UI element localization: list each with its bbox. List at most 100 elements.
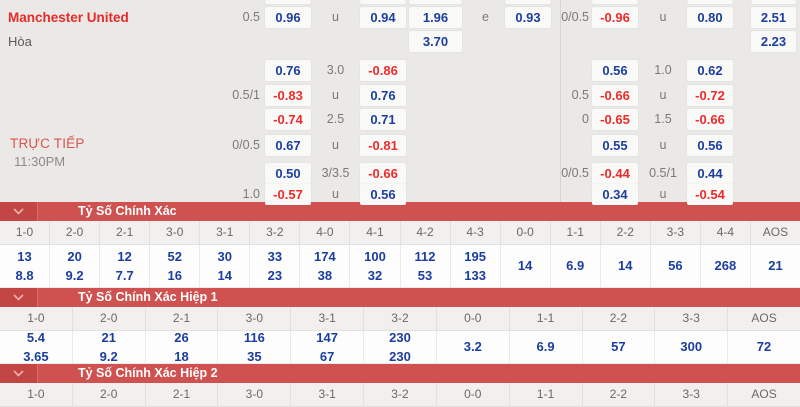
score-odds-cell[interactable]: 100 32: [350, 245, 401, 287]
score-odds-value: 147: [316, 329, 338, 345]
odds-box[interactable]: -0.57: [265, 184, 311, 205]
score-odds-value: 7.7: [115, 268, 134, 283]
odds-box[interactable]: -0.86: [360, 60, 406, 81]
handicap-label: 3/3.5: [321, 166, 350, 180]
vertical-divider: [560, 0, 561, 202]
odds-box[interactable]: 0.71: [360, 109, 406, 130]
score-column-header: 4-3: [451, 221, 501, 244]
odds-box[interactable]: 0.93: [505, 7, 551, 28]
odds-box[interactable]: 0.44: [687, 163, 733, 184]
odds-box[interactable]: 0.50: [265, 163, 311, 184]
odds-box[interactable]: 2.51: [751, 7, 796, 28]
handicap-label: u: [659, 10, 667, 24]
odds-box[interactable]: 1.96: [409, 7, 462, 28]
score-odds-cell[interactable]: 72: [728, 331, 800, 363]
score-column-header: 3-3: [655, 383, 729, 406]
odds-box[interactable]: -0.83: [265, 85, 311, 106]
score-odds-value: 52: [167, 248, 182, 264]
odds-box[interactable]: 0.56: [687, 135, 733, 156]
score-header-row: 1-0 2-0 2-1 3-0 3-1 3-2 0-0 1-1 2-2 3-3 AOS: [0, 307, 800, 331]
score-odds-cell[interactable]: 30 14: [200, 245, 251, 287]
odds-box[interactable]: 0.94: [360, 7, 406, 28]
odds-box[interactable]: -0.65: [592, 109, 638, 130]
odds-box[interactable]: -0.44: [592, 163, 638, 184]
score-odds-cell[interactable]: 56: [651, 245, 701, 287]
odds-box[interactable]: -0.72: [687, 85, 733, 106]
odds-box[interactable]: 0.56: [592, 60, 638, 81]
handicap-label: 2.5: [326, 112, 345, 126]
score-odds-cell[interactable]: 6.9: [551, 245, 601, 287]
score-odds-cell[interactable]: 5.4 3.65: [0, 330, 73, 364]
odds-box[interactable]: 0.96: [265, 7, 311, 28]
score-odds-cell[interactable]: 21: [751, 245, 800, 287]
score-odds-cell[interactable]: 147 67: [291, 329, 365, 364]
score-section: Tỷ Số Chính Xác Hiệp 1 1-0 2-0 2-1 3-0 3-1 3-2…: [0, 288, 800, 364]
score-column-header: AOS: [751, 387, 777, 401]
score-column-header: AOS: [762, 225, 789, 239]
score-odds-cell[interactable]: 230 230: [364, 330, 437, 364]
score-odds-cell[interactable]: 174 38: [300, 245, 351, 287]
score-column-header: 2-2: [583, 383, 656, 406]
odds-box[interactable]: -0.74: [265, 109, 311, 130]
odds-box[interactable]: 0.76: [265, 60, 311, 81]
odds-box[interactable]: 0.34: [592, 184, 638, 205]
odds-box[interactable]: 0.62: [687, 60, 733, 81]
score-odds-cell[interactable]: 14: [601, 245, 651, 287]
score-odds-cell[interactable]: 3.2: [437, 331, 510, 363]
score-odds-value: 195: [464, 248, 486, 264]
score-column-header: 3-1: [291, 307, 365, 330]
score-odds-value: 300: [680, 339, 703, 355]
handicap-label: u: [332, 138, 339, 152]
score-column-header: 1-0: [0, 221, 51, 244]
score-odds-value: 6.9: [536, 339, 555, 355]
score-odds-value: 67: [319, 349, 335, 364]
score-odds-cell[interactable]: 52 16: [150, 245, 201, 287]
score-odds-cell[interactable]: 26 18: [146, 330, 219, 364]
score-odds-cell[interactable]: 112 53: [401, 245, 451, 287]
odds-box[interactable]: 0.80: [687, 7, 733, 28]
score-odds-cell[interactable]: 195 133: [451, 245, 501, 287]
score-column-header: 0-0: [437, 307, 510, 330]
odds-box[interactable]: -0.96: [592, 7, 638, 28]
score-odds-cell[interactable]: 13 8.8: [0, 245, 51, 287]
odds-box[interactable]: -0.66: [592, 85, 638, 106]
collapse-toggle[interactable]: [0, 288, 38, 307]
score-column-header: 2-2: [583, 307, 656, 330]
score-odds-value: 23: [267, 268, 283, 283]
score-odds-cell[interactable]: 21 9.2: [73, 330, 146, 364]
score-odds-cell[interactable]: 268: [701, 245, 751, 287]
score-odds-cell[interactable]: 33 23: [250, 245, 301, 287]
odds-box[interactable]: 2.23: [751, 31, 796, 52]
odds-box[interactable]: 0.55: [592, 135, 638, 156]
odds-box[interactable]: 3.70: [409, 31, 462, 52]
odds-box[interactable]: -0.66: [360, 163, 406, 184]
score-odds-value: 112: [414, 248, 436, 264]
score-column-header: 2-1: [146, 307, 219, 330]
collapse-toggle[interactable]: [0, 364, 38, 383]
odds-box[interactable]: 0.67: [265, 135, 311, 156]
odds-box[interactable]: -0.54: [687, 184, 733, 205]
score-column-header: 2-1: [146, 383, 219, 406]
score-odds-cell[interactable]: 6.9: [510, 331, 583, 363]
score-odds-cell[interactable]: 300: [655, 331, 729, 363]
score-odds-cell[interactable]: 57: [583, 331, 656, 363]
odds-box[interactable]: 0.56: [360, 184, 406, 205]
score-column-header: 4-4: [701, 221, 751, 244]
score-odds-value: 35: [247, 349, 262, 364]
collapse-toggle[interactable]: [0, 202, 38, 221]
section-title: Tỷ Số Chính Xác Hiệp 1: [78, 290, 218, 304]
score-column-header: 1-1: [551, 221, 601, 244]
score-odds-value: 57: [611, 339, 626, 355]
score-odds-cell[interactable]: 116 35: [218, 330, 292, 364]
score-header-row: 1-0 2-0 2-1 3-0 3-1 3-2 0-0 1-1 2-2 3-3 AOS: [0, 383, 800, 407]
odds-box-partial: [409, 0, 462, 4]
score-odds-cell[interactable]: 20 9.2: [50, 245, 101, 287]
score-odds-cell[interactable]: 14: [501, 245, 551, 287]
odds-box[interactable]: -0.66: [687, 109, 733, 130]
score-column-header: 3-0: [150, 221, 201, 244]
odds-box[interactable]: 0.76: [360, 85, 406, 106]
score-odds-cell[interactable]: 12 7.7: [100, 245, 151, 287]
score-column-header: 2-0: [73, 383, 146, 406]
handicap-label: 0/0.5: [232, 138, 260, 152]
odds-box[interactable]: -0.81: [360, 135, 406, 156]
